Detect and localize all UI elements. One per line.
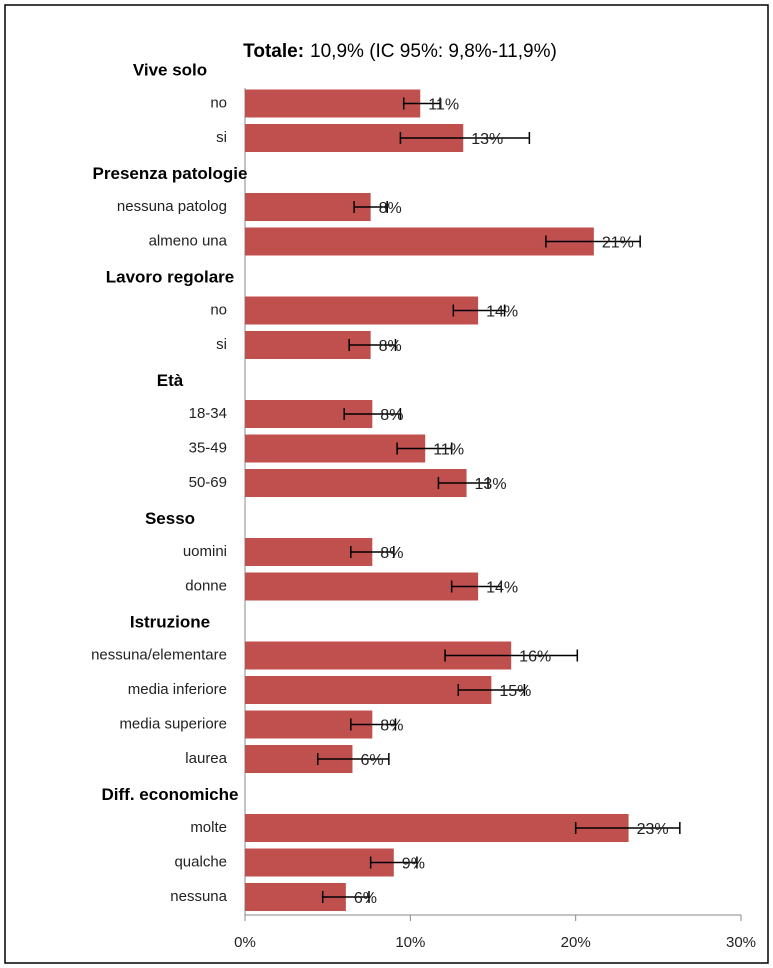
error-bar [343,408,402,420]
bar [245,296,479,325]
y-tick-label: nessuna/elementare [91,646,227,663]
group-header: Presenza patologie [93,164,248,183]
data-label: 21% [602,235,634,252]
error-bar [437,477,489,489]
bar [245,434,426,463]
group-header: Età [157,371,184,390]
y-tick-label: laurea [185,750,227,767]
error-bar [457,684,526,696]
group-header: Sesso [145,509,195,528]
y-tick-label: no [210,94,227,111]
data-label: 11% [428,97,459,114]
bar [245,848,394,877]
error-bar [350,546,395,558]
data-label: 14% [486,304,518,321]
data-label: 15% [499,683,531,700]
data-label: 11% [433,442,464,459]
data-label: 13% [475,476,507,493]
y-tick-label: media superiore [119,715,227,732]
y-tick-label: almeno una [149,232,228,249]
data-label: 14% [486,580,518,597]
error-bar [353,201,388,213]
data-label: 16% [519,649,551,666]
chart-title-detail: 10,9% (IC 95%: 9,8%-11,9%) [310,41,557,62]
bar [245,469,467,497]
group-header: Diff. economiche [102,785,239,804]
chart-title: Totale: [243,41,304,62]
error-bar [574,822,681,834]
group-header: Istruzione [130,612,210,631]
error-bar [450,580,503,593]
y-tick-label: nessuna patolog [117,198,227,215]
y-tick-label: no [210,301,227,318]
error-bar [350,718,397,731]
bar [245,89,421,118]
error-bar [369,856,418,869]
bar [245,572,479,601]
error-bar [321,891,370,903]
y-tick-label: molte [190,819,227,836]
y-tick-label: donne [185,577,227,594]
y-tick-label: si [216,129,227,146]
error-bar [402,97,441,110]
data-label: 8% [380,407,403,424]
data-label: 13% [471,131,503,148]
y-tick-label: uomini [183,543,227,560]
data-label: 23% [637,821,669,838]
y-tick-label: qualche [174,853,227,870]
bar [245,193,371,221]
bar [245,814,629,842]
x-tick-label: 10% [395,934,425,951]
error-bar [452,304,506,317]
data-label: 6% [354,890,377,907]
y-tick-label: si [216,336,227,353]
data-label: 8% [380,545,403,562]
x-tick-label: 0% [234,934,256,951]
y-tick-label: media inferiore [128,681,227,698]
x-tick-label: 30% [726,934,756,951]
data-label: 6% [360,752,383,769]
data-label: 8% [379,200,402,217]
group-header: Lavoro regolare [106,267,235,286]
data-label: 9% [402,856,425,873]
error-bar [348,339,397,351]
y-tick-label: 35-49 [189,439,227,456]
error-bar [444,649,579,662]
error-bar [316,753,390,765]
data-label: 8% [380,718,403,735]
y-tick-label: 18-34 [189,405,227,422]
error-bar [396,442,453,455]
bar [245,676,492,704]
group-header: Vive solo [133,60,207,79]
data-label: 8% [379,338,402,355]
x-tick-label: 20% [561,934,591,951]
y-tick-label: 50-69 [189,474,227,491]
bar [245,227,594,256]
error-bar [545,235,641,248]
y-tick-label: nessuna [170,888,227,905]
error-bar [399,132,531,144]
